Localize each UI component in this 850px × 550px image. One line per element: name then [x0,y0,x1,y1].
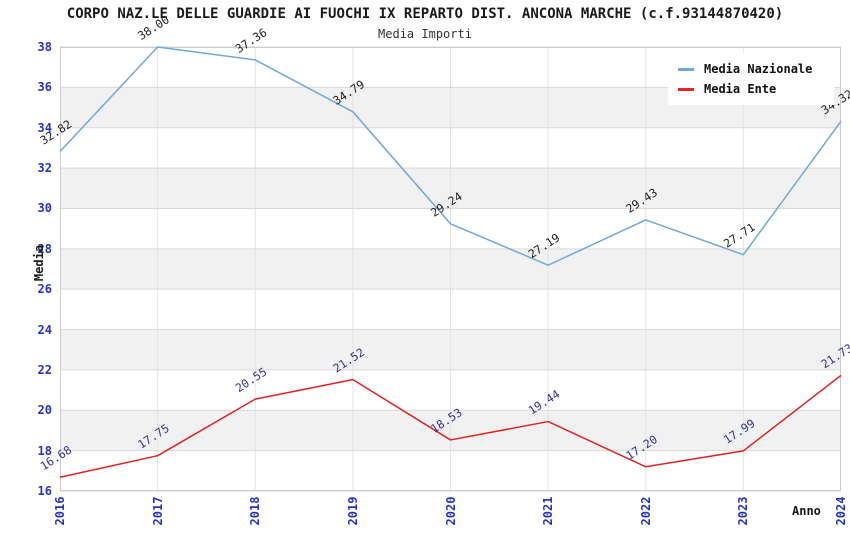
legend-swatch-ente-icon [678,87,694,91]
y-tick-label: 26 [37,282,52,297]
legend-label-nazionale: Media Nazionale [704,62,813,76]
y-tick-label: 36 [37,80,52,95]
x-tick-label: 2024 [834,496,848,526]
y-tick-label: 34 [37,120,52,135]
x-axis-title: Anno [792,504,821,518]
x-tick-label: 2018 [248,496,263,526]
x-tick-label: 2020 [443,496,458,526]
y-tick-label: 18 [37,443,52,458]
y-tick-label: 32 [37,161,52,176]
y-tick-label: 16 [37,484,52,498]
x-tick-label: 2019 [345,496,360,526]
y-axis-title: Media [32,244,46,282]
legend-item-nazionale: Media Nazionale [678,59,826,79]
x-tick-label: 2017 [150,496,165,526]
legend-label-ente: Media Ente [704,82,777,96]
data-label: 27.71 [721,220,758,251]
legend: Media Nazionale Media Ente [668,53,834,105]
x-tick-label: 2022 [638,496,653,526]
x-tick-label: 2023 [736,496,751,526]
plot-border [60,47,841,491]
y-tick-label: 38 [37,40,52,54]
chart-subtitle: Media Importi [378,27,472,41]
y-tick-label: 22 [37,362,52,377]
legend-item-ente: Media Ente [678,79,826,99]
x-tick-label: 2021 [541,496,556,526]
legend-swatch-nazionale-icon [678,67,694,71]
series-line-nazionale [59,46,842,266]
y-tick-label: 30 [37,201,52,216]
x-tick-label: 2016 [53,496,67,526]
y-tick-label: 24 [37,322,52,337]
y-tick-label: 20 [37,403,52,418]
y-tick-label: 28 [37,241,52,256]
chart-title: CORPO NAZ.LE DELLE GUARDIE AI FUOCHI IX … [66,6,784,22]
series-line-ente [59,374,842,479]
